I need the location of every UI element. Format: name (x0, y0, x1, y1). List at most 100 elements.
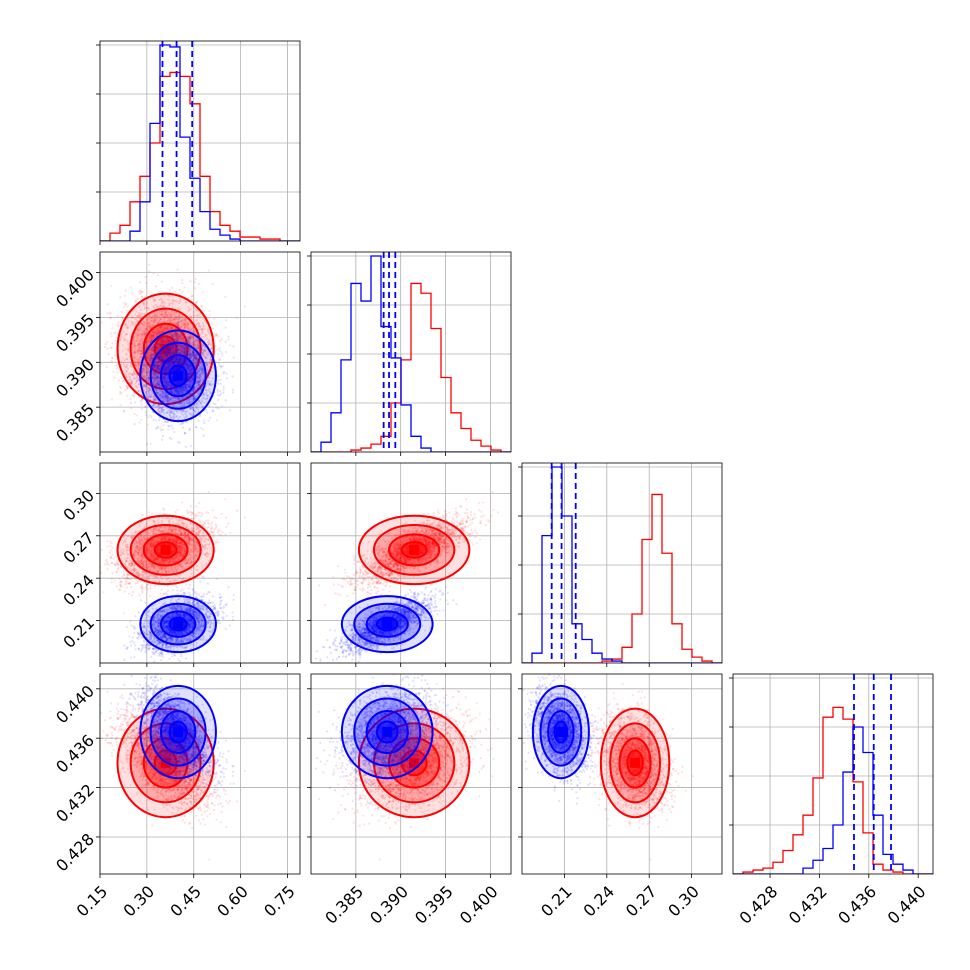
red-sample-point (149, 346, 152, 349)
red-sample-point (193, 355, 196, 358)
red-sample-point (201, 351, 204, 355)
red-sample-point (183, 372, 186, 375)
red-sample-point (137, 333, 140, 336)
blue-sample-point (181, 422, 185, 425)
red-sample-point (177, 362, 181, 365)
blue-sample-point (147, 339, 150, 342)
red-sample-point (160, 304, 164, 308)
red-sample-point (121, 349, 124, 352)
red-sample-point (177, 312, 180, 316)
blue-sample-point (159, 327, 162, 330)
red-sample-point (179, 358, 182, 361)
red-sample-point (144, 368, 147, 371)
red-sample-point (216, 353, 220, 356)
red-sample-point (162, 294, 166, 297)
red-sample-point (141, 369, 144, 373)
red-sample-point (100, 362, 103, 365)
blue-sample-point (131, 373, 134, 377)
red-sample-point (179, 345, 182, 348)
red-sample-point (150, 335, 153, 338)
blue-sample-point (219, 358, 222, 361)
red-sample-point (121, 317, 124, 320)
red-sample-point (150, 339, 153, 342)
red-sample-point (187, 398, 191, 401)
red-sample-point (134, 299, 138, 302)
red-sample-point (156, 317, 159, 320)
red-sample-point (181, 281, 184, 285)
red-sample-point (166, 316, 170, 319)
red-sample-point (119, 392, 122, 396)
blue-sample-point (209, 416, 212, 419)
red-sample-point (137, 352, 140, 355)
red-sample-point (188, 336, 191, 339)
red-sample-point (160, 411, 163, 414)
red-sample-point (160, 362, 163, 365)
red-sample-point (180, 351, 183, 354)
red-sample-point (116, 323, 119, 326)
red-sample-point (122, 330, 125, 333)
red-sample-point (154, 379, 157, 382)
blue-sample-point (157, 425, 160, 428)
red-sample-point (195, 314, 198, 317)
red-sample-point (144, 344, 147, 347)
red-sample-point (118, 338, 122, 341)
red-sample-point (147, 356, 151, 359)
red-sample-point (152, 272, 155, 275)
red-sample-point (148, 387, 152, 390)
red-sample-point (111, 326, 114, 330)
red-sample-point (164, 311, 167, 314)
red-sample-point (123, 294, 127, 297)
red-sample-point (184, 346, 187, 349)
red-sample-point (224, 326, 227, 329)
red-sample-point (158, 411, 161, 414)
red-sample-point (162, 424, 165, 427)
red-sample-point (183, 328, 186, 331)
red-sample-point (189, 393, 192, 396)
blue-sample-point (208, 404, 211, 408)
red-sample-point (154, 285, 158, 288)
red-sample-point (125, 364, 128, 368)
red-sample-point (178, 335, 181, 338)
red-sample-point (200, 328, 203, 331)
red-sample-point (134, 318, 138, 321)
red-sample-point (104, 342, 107, 346)
red-sample-point (182, 346, 185, 350)
blue-sample-point (140, 403, 143, 406)
blue-sample-point (189, 328, 193, 331)
red-sample-point (150, 357, 153, 360)
red-sample-point (109, 316, 112, 320)
red-sample-point (91, 334, 93, 336)
red-sample-point (175, 355, 178, 359)
blue-sample-point (225, 377, 228, 380)
red-sample-point (154, 361, 158, 364)
blue-sample-point (222, 388, 225, 391)
red-sample-point (163, 320, 166, 323)
red-sample-point (130, 379, 134, 382)
red-sample-point (148, 324, 151, 328)
panel-frame (99, 40, 301, 242)
red-sample-point (153, 318, 157, 321)
red-sample-point (151, 323, 154, 327)
red-sample-point (120, 310, 123, 313)
red-sample-point (182, 376, 185, 380)
red-sample-point (109, 284, 113, 288)
red-sample-point (147, 325, 150, 328)
red-sample-point (145, 371, 148, 374)
red-sample-point (156, 346, 159, 349)
red-sample-point (157, 408, 160, 411)
red-sample-point (155, 364, 158, 367)
red-sample-point (215, 334, 218, 337)
blue-sample-point (222, 391, 225, 394)
red-sample-point (215, 419, 219, 422)
red-sample-point (188, 366, 191, 369)
red-sample-point (133, 362, 137, 365)
red-sample-point (154, 398, 158, 401)
red-sample-point (124, 334, 127, 337)
red-sample-point (163, 355, 166, 358)
red-sample-point (178, 301, 181, 305)
red-sample-point (131, 291, 134, 294)
red-sample-point (152, 354, 156, 357)
red-sample-point (155, 361, 158, 364)
red-sample-point (197, 313, 200, 317)
red-sample-point (148, 325, 151, 328)
